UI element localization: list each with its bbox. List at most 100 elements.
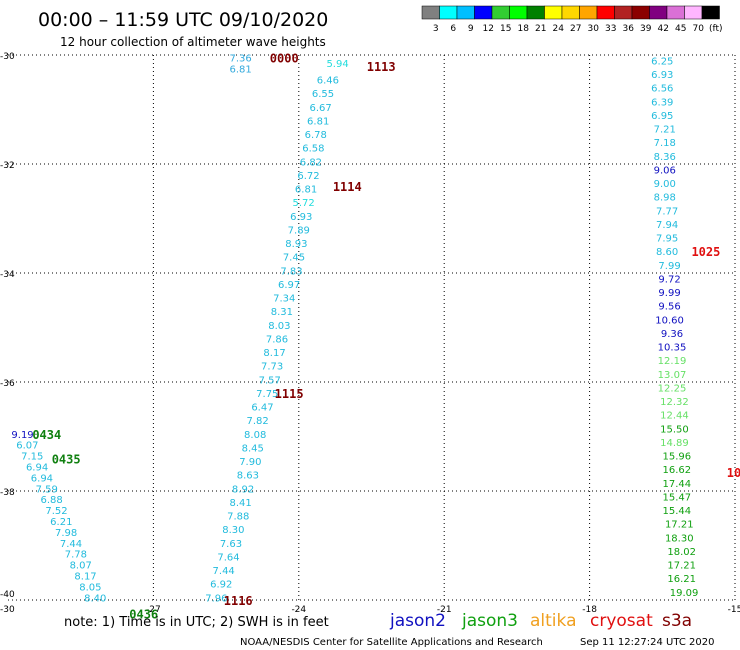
- swh-value: 7.52: [45, 506, 67, 517]
- swh-value: 16.21: [667, 574, 696, 585]
- swh-value: 7.77: [656, 206, 678, 217]
- footer-credit: NOAA/NESDIS Center for Satellite Applica…: [240, 637, 543, 648]
- swh-value: 6.92: [210, 580, 232, 591]
- swh-value: 12.44: [660, 411, 689, 422]
- swh-value: 15.47: [663, 492, 692, 503]
- swh-value: 7.34: [273, 294, 295, 305]
- swh-value: 6.47: [251, 403, 273, 414]
- legend-cryosat: cryosat: [590, 611, 653, 631]
- colorbar-swatch: [579, 5, 598, 20]
- swh-value: 7.75: [256, 389, 278, 400]
- swh-value: 10.35: [658, 343, 687, 354]
- swh-value: 7.98: [55, 528, 77, 539]
- x-axis-ticks: -27 -24 -21 -18 -15: [146, 605, 740, 615]
- swh-value: 8.05: [79, 582, 101, 593]
- swh-value: 9.56: [658, 302, 680, 313]
- swh-value: 7.88: [227, 512, 249, 523]
- swh-value: 7.59: [36, 484, 58, 495]
- swh-value: 6.67: [309, 103, 331, 114]
- swh-value: 7.99: [658, 261, 680, 272]
- swh-value: 9.00: [654, 179, 676, 190]
- swh-value: 7.90: [239, 457, 261, 468]
- swh-value: 6.25: [651, 56, 673, 67]
- swh-value: 7.63: [220, 539, 242, 550]
- time-label: 0434: [32, 428, 61, 442]
- colorbar-swatch: [614, 5, 633, 20]
- swh-value: 15.44: [663, 506, 692, 517]
- colorbar-label: 12: [483, 24, 494, 34]
- swh-value: 6.78: [305, 130, 327, 141]
- swh-value: 7.94: [656, 220, 678, 231]
- colorbar-label: 21: [535, 24, 546, 34]
- swh-value: 7.44: [60, 539, 82, 550]
- time-label: 0000: [270, 52, 299, 66]
- swh-value: 7.15: [21, 452, 43, 463]
- colorbar-label: 33: [605, 24, 616, 34]
- colorbar-label: (ft): [709, 24, 723, 34]
- y-tick-label: -36: [0, 379, 15, 389]
- time-label: 10: [727, 466, 740, 480]
- swh-value: 7.95: [656, 234, 678, 245]
- legend-altika: altika: [530, 611, 577, 631]
- colorbar-label: 42: [658, 24, 669, 34]
- swh-value: 6.97: [278, 280, 300, 291]
- swh-value: 7.73: [261, 362, 283, 373]
- colorbar-label: 24: [553, 24, 565, 34]
- swh-value: 7.96: [205, 593, 227, 604]
- colorbar-legend: 3 6 9 12 15 18 21 24 27 30 33 36 39 42 45 70 (ft): [421, 5, 723, 34]
- swh-value: 6.55: [312, 89, 334, 100]
- legend-jason3: jason3: [461, 611, 518, 631]
- time-labels: 0000 1113 1114 1115 1116 0434 0435 0436 1025 10: [32, 52, 740, 622]
- swh-value: 6.39: [651, 97, 673, 108]
- x-tick-label: -21: [437, 605, 452, 615]
- swh-value: 8.60: [656, 247, 678, 258]
- swh-value: 7.83: [280, 266, 302, 277]
- swh-value: 17.21: [665, 520, 694, 531]
- swh-value: 7.18: [654, 138, 676, 149]
- swh-value: 13.07: [658, 370, 687, 381]
- x-tick-label: -18: [582, 605, 597, 615]
- swh-value: 7.86: [266, 334, 288, 345]
- colorbar-swatch: [439, 5, 458, 20]
- colorbar-swatch: [631, 5, 650, 20]
- swh-value: 12.25: [658, 383, 687, 394]
- colorbar-label: 3: [433, 24, 439, 34]
- time-label: 1025: [691, 245, 720, 259]
- colorbar-swatch: [509, 5, 528, 20]
- colorbar-label: 6: [450, 24, 456, 34]
- colorbar-label: 15: [500, 24, 511, 34]
- colorbar-label: 39: [640, 24, 652, 34]
- swh-value: 8.17: [74, 571, 96, 582]
- colorbar-swatch: [544, 5, 563, 20]
- chart-subtitle: 12 hour collection of altimeter wave hei…: [60, 35, 326, 49]
- swh-value: 6.81: [307, 116, 329, 127]
- swh-value: 8.30: [222, 525, 244, 536]
- swh-value: 6.93: [651, 70, 673, 81]
- swh-value: 7.21: [654, 125, 676, 136]
- swh-value: 7.82: [246, 416, 268, 427]
- swh-value: 6.81: [295, 185, 317, 196]
- colorbar-swatch: [421, 5, 440, 20]
- swh-value: 8.17: [263, 348, 285, 359]
- time-label: 0435: [52, 452, 81, 466]
- y-tick-label: -30: [0, 605, 15, 615]
- swh-value: 8.08: [244, 430, 266, 441]
- colorbar-label: 9: [468, 24, 474, 34]
- swh-value: 14.89: [660, 438, 689, 449]
- swh-value: 7.64: [217, 552, 239, 563]
- swh-value: 6.58: [302, 144, 324, 155]
- time-label: 1116: [224, 594, 253, 608]
- swh-value: 19.09: [670, 588, 699, 599]
- colorbar-label: 70: [693, 24, 705, 34]
- swh-value: 6.07: [16, 441, 38, 452]
- colorbar-swatch: [526, 5, 545, 20]
- swh-value: 7.89: [288, 225, 310, 236]
- y-tick-label: -40: [0, 590, 15, 600]
- colorbar-label: 36: [623, 24, 635, 34]
- colorbar-swatch: [666, 5, 685, 20]
- colorbar-swatch: [561, 5, 580, 20]
- legend-jason2: jason2: [389, 611, 446, 631]
- swh-value: 8.45: [242, 443, 264, 454]
- colorbar-label: 45: [675, 24, 686, 34]
